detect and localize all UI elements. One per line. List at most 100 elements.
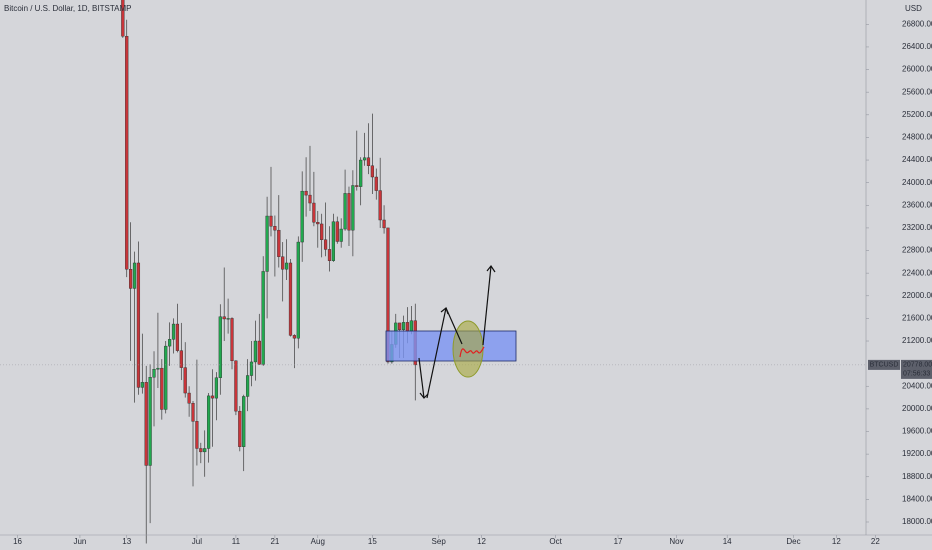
candle-body xyxy=(257,340,261,365)
axes: 18000.00 18400.00 18800.00 19200.00 19600.00… xyxy=(13,19,932,546)
y-tick-label: 21600.00 xyxy=(902,314,932,323)
candle-body xyxy=(327,249,332,261)
candle-body xyxy=(199,448,203,453)
candle-body xyxy=(242,396,246,447)
x-tick-label: Aug xyxy=(311,537,325,546)
candle-body xyxy=(362,157,367,161)
y-tick-label: 18800.00 xyxy=(902,472,932,481)
candle-body xyxy=(370,165,374,178)
candle-body xyxy=(382,219,386,229)
y-tick-label: 26000.00 xyxy=(902,65,932,74)
candle-body xyxy=(296,241,300,339)
candle-body xyxy=(386,227,390,363)
y-tick-label: 21200.00 xyxy=(902,336,932,345)
candle-body xyxy=(253,340,257,363)
arrow-line xyxy=(418,357,425,399)
plot-area xyxy=(0,0,866,544)
candle-body xyxy=(140,382,144,388)
candle-body xyxy=(366,157,371,166)
x-tick-label: 14 xyxy=(723,537,732,546)
x-tick-label: 15 xyxy=(368,537,377,546)
x-tick-label: 22 xyxy=(871,537,880,546)
candle-body xyxy=(238,410,242,447)
y-tick-label: 19200.00 xyxy=(902,449,932,458)
x-tick-label: Dec xyxy=(786,537,800,546)
candle-body xyxy=(164,345,168,410)
y-tick-label: 23600.00 xyxy=(902,200,932,209)
candle-body xyxy=(234,360,238,412)
y-tick-label: 25600.00 xyxy=(902,87,932,96)
y-tick-label: 26400.00 xyxy=(902,42,932,51)
price-axis-panel xyxy=(866,0,932,550)
candle-body xyxy=(249,361,254,376)
candle-body xyxy=(125,35,129,270)
x-tick-label: 11 xyxy=(232,537,241,546)
squiggle xyxy=(459,346,485,358)
candle-body xyxy=(355,185,359,187)
candle-body xyxy=(347,193,351,231)
candle-body xyxy=(214,377,219,399)
candle-body xyxy=(226,318,230,320)
candle-body xyxy=(245,375,250,397)
candle-body xyxy=(398,322,402,330)
candle-body xyxy=(304,190,308,196)
candle-body xyxy=(218,316,222,378)
candle-body xyxy=(281,256,285,270)
x-tick-label: Nov xyxy=(669,537,683,546)
candle-body xyxy=(152,369,156,378)
candle-body xyxy=(401,322,406,330)
y-axis-label: USD xyxy=(905,4,922,13)
drawings xyxy=(385,264,517,399)
y-tick-label: 20000.00 xyxy=(902,404,932,413)
y-tick-label: 22000.00 xyxy=(902,291,932,300)
x-tick-label: 21 xyxy=(270,537,279,546)
candle-body xyxy=(136,262,141,388)
x-tick-label: 13 xyxy=(122,537,131,546)
y-tick-label: 25200.00 xyxy=(902,110,932,119)
x-tick-label: 17 xyxy=(614,537,623,546)
candle-body xyxy=(273,226,277,231)
symbol-tag xyxy=(868,359,900,370)
candle-body xyxy=(308,194,312,204)
x-tick-label: Jul xyxy=(192,537,202,546)
candle-body xyxy=(183,367,187,394)
candle-body xyxy=(409,320,413,332)
countdown-label: 07:56:33 xyxy=(903,371,930,378)
candle-body xyxy=(148,377,152,466)
candle-body xyxy=(175,323,180,351)
candle-body xyxy=(121,0,125,37)
x-tick-label: 16 xyxy=(13,537,22,546)
y-tick-label: 20400.00 xyxy=(902,381,932,390)
candle-body xyxy=(292,335,296,339)
candle-body xyxy=(405,322,410,332)
x-tick-label: 12 xyxy=(832,537,841,546)
zone-rectangle xyxy=(385,330,517,362)
y-tick-label: 19600.00 xyxy=(902,427,932,436)
x-tick-label: 12 xyxy=(477,537,486,546)
y-tick-label: 22400.00 xyxy=(902,268,932,277)
candle-body xyxy=(374,176,378,191)
arrow-line xyxy=(482,265,492,346)
last-price-label: 20778.00 xyxy=(903,362,932,369)
candle-body xyxy=(168,339,172,347)
x-tick-label: Sep xyxy=(432,537,447,546)
candle-body xyxy=(335,221,339,242)
candle-body xyxy=(277,229,281,257)
candle-body xyxy=(343,193,347,230)
candle-body xyxy=(230,318,234,362)
candle-body xyxy=(323,239,328,250)
symbol-label: BTCUSD xyxy=(870,362,899,369)
candle-body xyxy=(156,367,160,370)
candle-body xyxy=(203,448,207,453)
x-tick-label: Oct xyxy=(549,537,562,546)
arrow-head xyxy=(486,264,496,273)
candle-body xyxy=(288,262,293,336)
candle-body xyxy=(171,323,176,340)
candle-body xyxy=(207,395,211,449)
candle-body xyxy=(300,190,304,243)
candle-body xyxy=(132,262,137,289)
arrow-line xyxy=(445,307,463,345)
highlight-ellipse xyxy=(452,320,484,378)
candle-body xyxy=(359,159,363,187)
